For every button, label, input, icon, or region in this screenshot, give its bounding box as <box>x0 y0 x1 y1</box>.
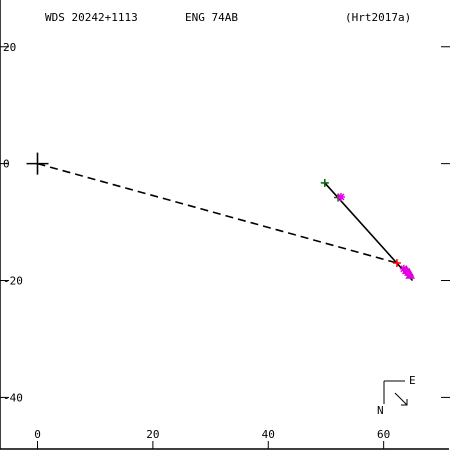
observation-points <box>26 152 416 279</box>
point-plus-3 <box>392 258 401 267</box>
point-plus-0 <box>320 178 329 187</box>
point-triangle-7 <box>405 270 416 279</box>
compass: E N <box>377 374 416 417</box>
x-tick-label-1: 20 <box>146 428 159 441</box>
dashed-line <box>37 162 398 264</box>
y-tick-label-1: 0 <box>3 158 10 171</box>
y-tick-label-2: -20 <box>3 275 23 288</box>
header-middle: ENG 74AB <box>185 11 238 24</box>
y-tick-label-0: 20 <box>3 41 16 54</box>
compass-arrow-head <box>401 399 408 406</box>
x-ticks: 0 20 40 60 <box>34 428 390 449</box>
y-tick-label-3: -40 <box>3 391 23 404</box>
x-tick-label-3: 60 <box>377 428 390 441</box>
point-star-4-d2 <box>400 265 408 273</box>
x-tick-label-0: 0 <box>34 428 41 441</box>
point-star-2-d2 <box>337 193 345 201</box>
x-tick-label-2: 40 <box>262 428 275 441</box>
compass-north-label: N <box>377 404 384 417</box>
compass-motion-arrow <box>394 392 408 406</box>
y-ticks: 20 0 -20 -40 <box>0 41 450 404</box>
compass-east-label: E <box>409 374 416 387</box>
point-star-2 <box>336 192 345 201</box>
header-right: (Hrt2017a) <box>345 11 411 24</box>
header-left: WDS 20242+1113 <box>45 11 138 24</box>
